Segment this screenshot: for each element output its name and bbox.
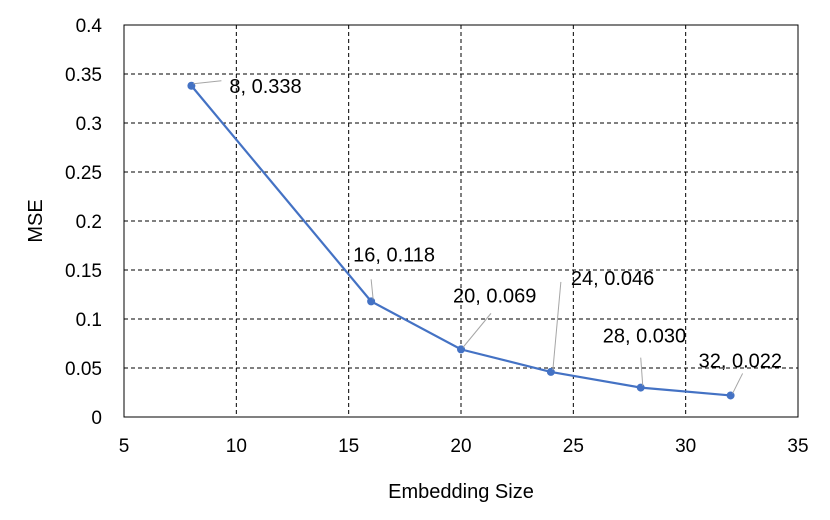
plot-area-frame	[123, 24, 799, 418]
data-label: 32, 0.022	[699, 350, 782, 372]
data-label: 16, 0.118	[353, 244, 435, 266]
y-tick-label: 0.4	[76, 16, 103, 37]
y-tick-label: 0.35	[65, 65, 102, 86]
y-axis-title: MSE	[25, 199, 47, 242]
data-point	[726, 391, 735, 400]
series-line	[190, 85, 731, 397]
data-point	[457, 345, 465, 354]
x-tick-label: 5	[119, 436, 130, 457]
y-tick-label: 0.3	[76, 114, 102, 135]
data-label: 20, 0.069	[453, 285, 536, 307]
x-tick-label: 15	[338, 436, 359, 457]
data-label-leader	[193, 80, 222, 85]
y-tick-label: 0	[91, 408, 102, 429]
data-point	[546, 367, 555, 376]
y-tick-label: 0.05	[65, 359, 102, 380]
tick-labels: 5 10 15 20 25 30 35 0 0.05 0.1 0.15 0.2 0.25 0.3 0.35 0…	[65, 16, 809, 457]
data-labels: 8, 0.338 16, 0.118 20, 0.069 24, 0.046 28, 0…	[193, 76, 782, 394]
data-label: 8, 0.338	[229, 76, 301, 98]
x-axis-title: Embedding Size	[388, 481, 534, 503]
data-label-leader	[462, 313, 492, 348]
y-tick-label: 0.25	[65, 163, 102, 184]
data-point	[636, 383, 645, 392]
gridlines	[124, 25, 798, 417]
data-label-leader	[640, 357, 644, 386]
y-tick-label: 0.2	[76, 212, 102, 233]
data-point	[187, 81, 196, 90]
data-label: 24, 0.046	[571, 268, 654, 290]
data-label-leader	[370, 279, 374, 300]
x-tick-label: 10	[226, 436, 247, 457]
x-tick-label: 35	[787, 436, 808, 457]
y-tick-label: 0.1	[76, 310, 102, 331]
data-label-leader	[552, 281, 562, 370]
data-point	[367, 297, 376, 306]
data-label: 28, 0.030	[603, 326, 686, 348]
data-label-leader	[732, 373, 744, 394]
x-tick-label: 25	[563, 436, 584, 457]
series	[187, 81, 735, 400]
x-tick-label: 30	[675, 436, 696, 457]
x-tick-label: 20	[450, 436, 471, 457]
y-tick-label: 0.15	[65, 261, 102, 282]
